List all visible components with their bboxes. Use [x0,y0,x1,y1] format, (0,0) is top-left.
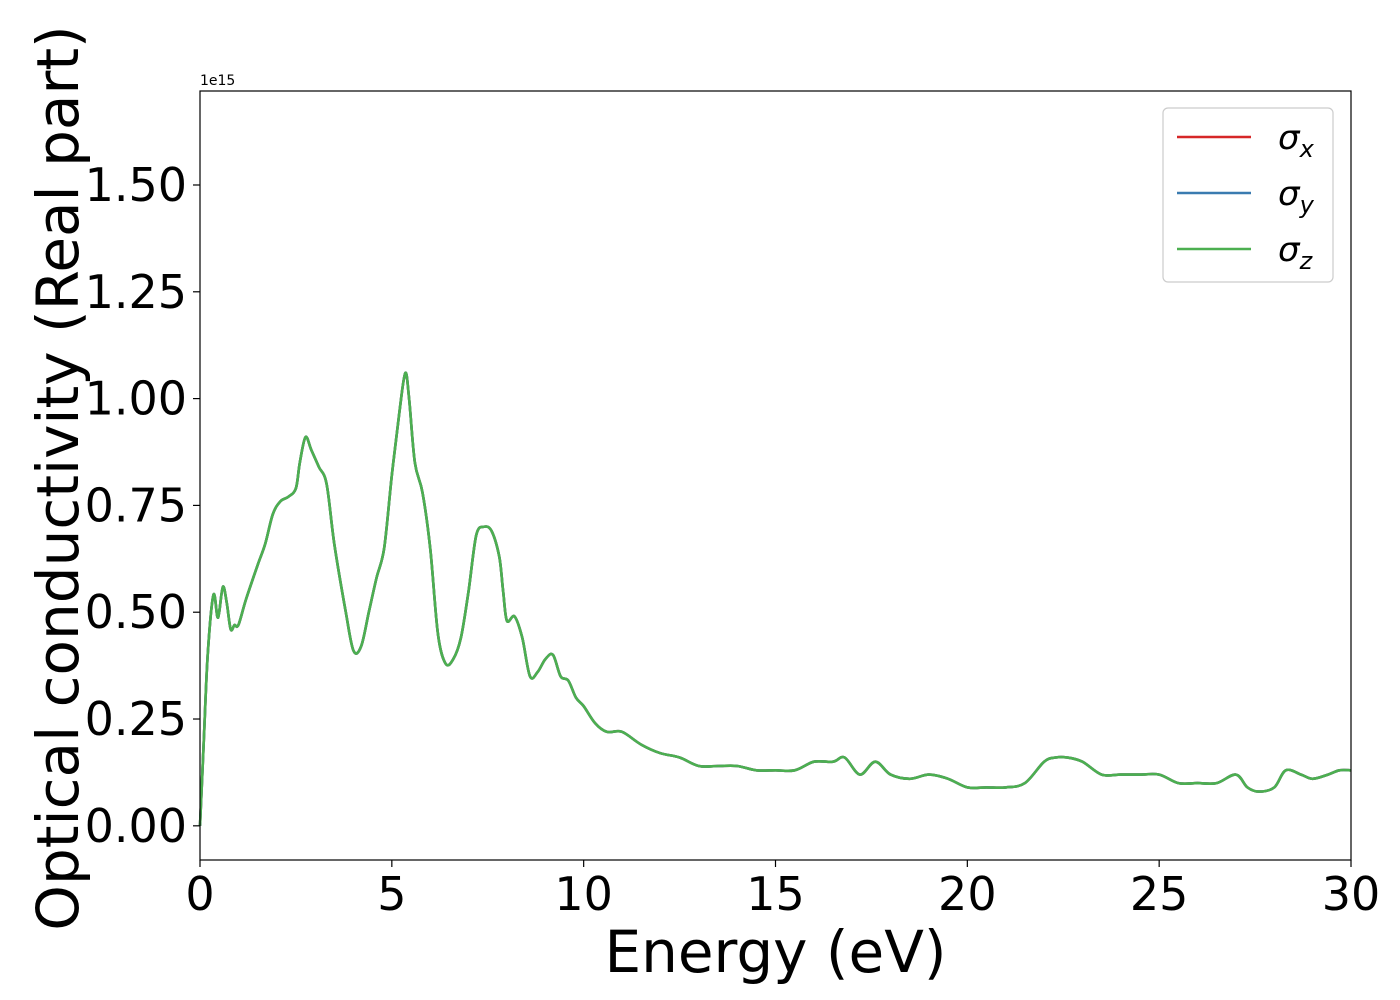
x-axis-ticks: 0 5 10 15 20 25 30 [185,860,1380,921]
series-layer [198,371,1352,826]
x-tick-label: 25 [1130,867,1189,921]
y-tick-label: 0.75 [85,478,187,532]
x-tick-label: 15 [746,867,805,921]
series-line-sigma-z [198,371,1352,826]
y-tick-label: 1.50 [85,158,187,212]
y-tick-label: 1.25 [85,265,187,319]
x-tick-label: 30 [1322,867,1381,921]
x-tick-label: 20 [938,867,997,921]
y-axis-offset-label: 1e15 [200,73,235,89]
x-tick-label: 0 [185,867,214,921]
y-axis-label: Optical conductivity (Real part) [24,25,92,930]
legend-box [1162,107,1334,283]
y-tick-label: 0.00 [85,799,187,853]
y-tick-label: 1.00 [85,372,187,426]
y-tick-label: 0.25 [85,692,187,746]
y-tick-label: 0.50 [85,585,187,639]
y-axis-ticks: 0.00 0.25 0.50 0.75 1.00 1.25 1.50 [85,158,200,853]
x-tick-label: 5 [377,867,406,921]
x-tick-label: 10 [554,867,613,921]
x-axis-label: Energy (eV) [604,918,946,986]
